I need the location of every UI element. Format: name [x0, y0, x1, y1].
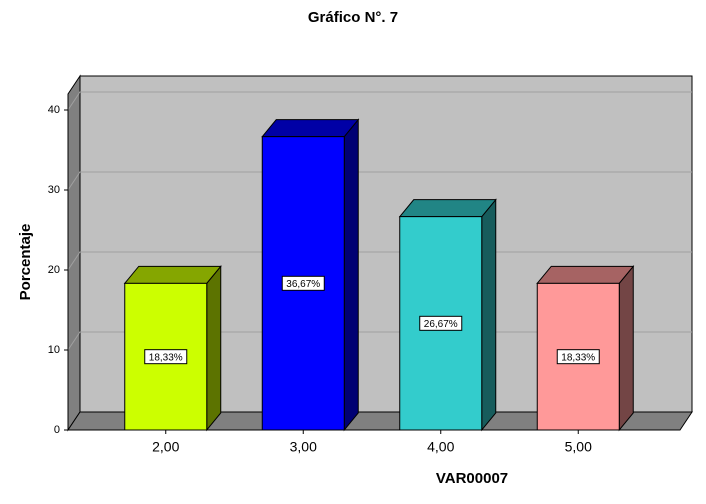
value-label: 18,33% — [149, 352, 183, 363]
y-tick-label: 20 — [48, 264, 60, 276]
grid-line — [67, 171, 692, 191]
bar-side — [206, 264, 222, 432]
grid-line — [67, 91, 692, 111]
bar-side — [343, 118, 359, 432]
value-label-box — [556, 349, 600, 365]
value-label-box — [419, 315, 463, 331]
bar-top — [398, 199, 497, 218]
y-tick-label: 10 — [48, 344, 60, 356]
value-label-box — [144, 349, 188, 365]
bar-top — [536, 265, 635, 284]
value-label: 18,33% — [561, 352, 595, 363]
x-tick-label: 2,00 — [152, 439, 179, 455]
y-tick-label: 0 — [54, 424, 60, 436]
value-label: 26,67% — [424, 319, 458, 330]
x-tick-label: 5,00 — [565, 439, 592, 455]
bar-top — [123, 265, 222, 284]
y-tick-label: 40 — [48, 104, 60, 116]
x-tick-label: 4,00 — [427, 439, 454, 455]
chart-title: Gráfico N°. 7 — [308, 9, 398, 26]
value-label-box — [281, 275, 325, 291]
x-axis-label: VAR00007 — [436, 470, 508, 487]
value-label: 36,67% — [286, 279, 320, 290]
x-tick-label: 3,00 — [290, 439, 317, 455]
bar-side — [618, 264, 634, 432]
bar-side — [481, 198, 497, 432]
y-axis-label: Porcentaje — [17, 224, 34, 301]
y-tick-label: 30 — [48, 184, 60, 196]
bar-top — [261, 119, 360, 138]
side-wall — [67, 74, 81, 432]
